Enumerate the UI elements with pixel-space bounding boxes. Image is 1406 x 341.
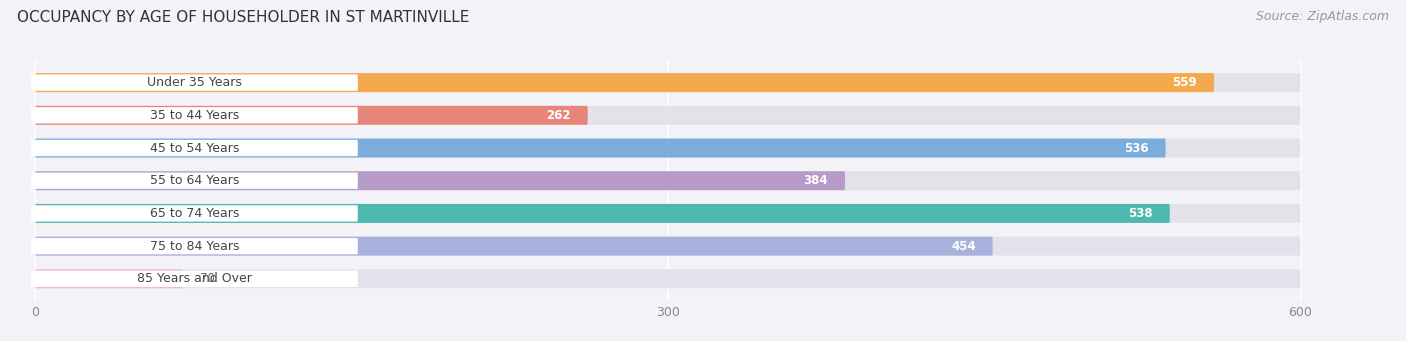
- FancyBboxPatch shape: [35, 138, 1166, 158]
- FancyBboxPatch shape: [31, 271, 359, 287]
- FancyBboxPatch shape: [35, 204, 1170, 223]
- Text: 384: 384: [803, 174, 828, 187]
- FancyBboxPatch shape: [31, 74, 359, 91]
- FancyBboxPatch shape: [35, 171, 845, 190]
- FancyBboxPatch shape: [31, 107, 359, 123]
- Text: 45 to 54 Years: 45 to 54 Years: [149, 142, 239, 154]
- FancyBboxPatch shape: [35, 106, 1301, 125]
- Text: 35 to 44 Years: 35 to 44 Years: [150, 109, 239, 122]
- FancyBboxPatch shape: [35, 138, 1301, 158]
- FancyBboxPatch shape: [35, 237, 1301, 256]
- Text: 538: 538: [1128, 207, 1153, 220]
- FancyBboxPatch shape: [31, 140, 359, 156]
- Text: 85 Years and Over: 85 Years and Over: [136, 272, 252, 285]
- Text: 65 to 74 Years: 65 to 74 Years: [149, 207, 239, 220]
- FancyBboxPatch shape: [35, 237, 993, 256]
- FancyBboxPatch shape: [35, 73, 1215, 92]
- FancyBboxPatch shape: [35, 171, 1301, 190]
- FancyBboxPatch shape: [35, 204, 1301, 223]
- Text: 55 to 64 Years: 55 to 64 Years: [149, 174, 239, 187]
- FancyBboxPatch shape: [31, 238, 359, 254]
- FancyBboxPatch shape: [35, 269, 1301, 288]
- Text: OCCUPANCY BY AGE OF HOUSEHOLDER IN ST MARTINVILLE: OCCUPANCY BY AGE OF HOUSEHOLDER IN ST MA…: [17, 10, 470, 25]
- Text: 75 to 84 Years: 75 to 84 Years: [149, 240, 239, 253]
- Text: 454: 454: [950, 240, 976, 253]
- Text: 536: 536: [1123, 142, 1149, 154]
- FancyBboxPatch shape: [31, 205, 359, 222]
- Text: 559: 559: [1173, 76, 1198, 89]
- Text: Under 35 Years: Under 35 Years: [148, 76, 242, 89]
- Text: 262: 262: [547, 109, 571, 122]
- FancyBboxPatch shape: [35, 106, 588, 125]
- Text: 70: 70: [200, 272, 215, 285]
- FancyBboxPatch shape: [31, 173, 359, 189]
- FancyBboxPatch shape: [35, 73, 1301, 92]
- Text: Source: ZipAtlas.com: Source: ZipAtlas.com: [1256, 10, 1389, 23]
- FancyBboxPatch shape: [35, 269, 183, 288]
